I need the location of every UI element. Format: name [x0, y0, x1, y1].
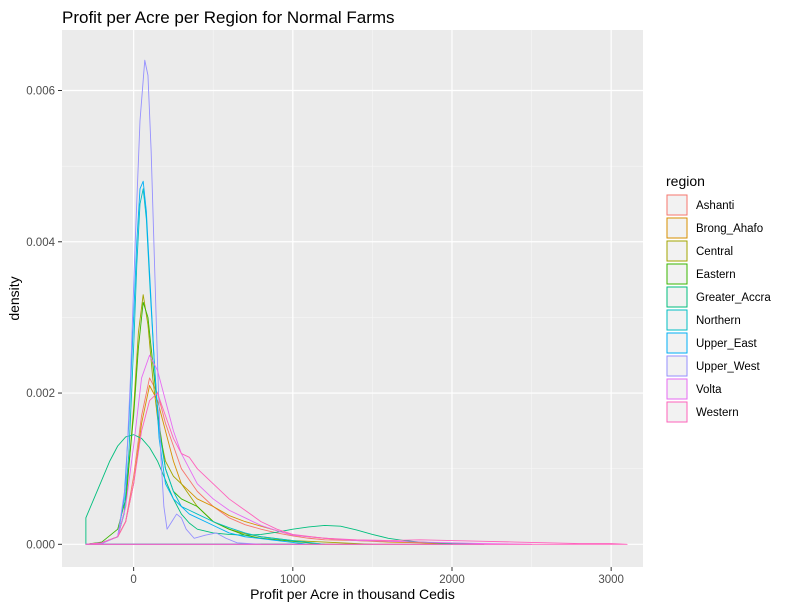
- x-axis-label: Profit per Acre in thousand Cedis: [250, 586, 455, 602]
- legend-key-bg: [665, 308, 689, 332]
- legend-label: Ashanti: [696, 200, 734, 212]
- legend-label: Volta: [696, 384, 722, 396]
- legend-key: [666, 240, 688, 262]
- legend-label: Brong_Ahafo: [696, 223, 763, 235]
- legend-label: Greater_Accra: [696, 292, 771, 304]
- legend-label: Upper_East: [696, 338, 758, 350]
- density-curve-volta: [85, 354, 533, 545]
- legend-label: Northern: [696, 315, 741, 327]
- legend-label: Western: [696, 407, 739, 419]
- x-tick-label: 0: [130, 574, 136, 586]
- legend: region Ashanti Brong_Ahafo Central Eastern G…: [665, 173, 771, 424]
- density-curve-greater-accra: [85, 434, 485, 545]
- legend-key-bg: [665, 354, 689, 378]
- plot-panel: [62, 30, 643, 567]
- legend-label: Central: [696, 246, 733, 258]
- y-tick-label: 0.006: [26, 86, 55, 98]
- density-curve-upper-west: [85, 59, 262, 545]
- grid-minor: [62, 30, 643, 567]
- x-tick-label: 3000: [598, 574, 624, 586]
- y-axis-ticks: 0.000 0.002 0.004 0.006: [26, 86, 62, 551]
- y-tick-label: 0.004: [26, 237, 55, 249]
- x-axis-ticks: 0 1000 2000 3000: [130, 567, 624, 586]
- series-layer: [85, 59, 628, 545]
- legend-label: Eastern: [696, 269, 736, 281]
- density-curve-western: [85, 392, 628, 545]
- y-tick-label: 0.002: [26, 388, 55, 400]
- y-tick-label: 0.000: [26, 539, 55, 551]
- chart-title: Profit per Acre per Region for Normal Fa…: [62, 8, 395, 27]
- legend-key-bg: [665, 216, 689, 240]
- legend-key-bg: [665, 193, 689, 217]
- legend-key-bg: [665, 239, 689, 263]
- x-tick-label: 1000: [280, 574, 306, 586]
- legend-key: [666, 309, 688, 331]
- y-axis-label: density: [6, 276, 22, 320]
- legend-key-bg: [665, 377, 689, 401]
- legend-items: Ashanti Brong_Ahafo Central Eastern Greater_…: [665, 193, 771, 424]
- legend-key-bg: [665, 400, 689, 424]
- legend-key-bg: [665, 331, 689, 355]
- legend-key: [666, 332, 688, 354]
- legend-key: [666, 378, 688, 400]
- legend-key: [666, 263, 688, 285]
- legend-label: Upper_West: [696, 361, 761, 373]
- legend-title: region: [666, 173, 705, 189]
- legend-key-bg: [665, 262, 689, 286]
- x-tick-label: 2000: [439, 574, 465, 586]
- legend-key: [666, 355, 688, 377]
- density-curve-northern: [85, 188, 326, 545]
- legend-key: [666, 401, 688, 423]
- legend-key: [666, 286, 688, 308]
- legend-key: [666, 194, 688, 216]
- legend-key: [666, 217, 688, 239]
- legend-key-bg: [665, 285, 689, 309]
